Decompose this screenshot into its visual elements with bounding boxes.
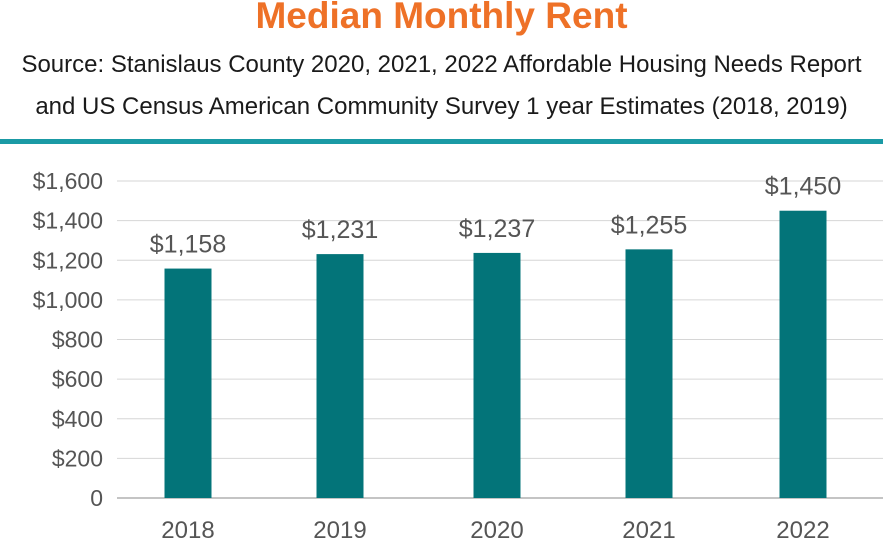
y-tick-label: $1,000 [33, 287, 103, 313]
y-tick-label: $800 [52, 327, 103, 353]
y-tick-label: $200 [52, 445, 103, 471]
y-tick-label: 0 [90, 485, 103, 511]
x-tick-label-2019: 2019 [313, 517, 366, 542]
bar-2022 [779, 210, 827, 498]
bar-2020 [473, 252, 521, 498]
y-tick-label: $1,600 [33, 168, 103, 194]
chart-subtitle: Source: Stanislaus County 2020, 2021, 20… [0, 44, 883, 128]
bar-2021 [625, 249, 673, 498]
y-tick-label: $1,200 [33, 247, 103, 273]
data-label-2019: $1,231 [302, 216, 378, 244]
bar-2018 [164, 268, 212, 498]
y-tick-label: $600 [52, 366, 103, 392]
header-divider [0, 139, 883, 144]
x-tick-label-2020: 2020 [470, 517, 523, 542]
bar-2019 [316, 254, 364, 498]
data-label-2020: $1,237 [459, 215, 535, 243]
subtitle-line-1: Source: Stanislaus County 2020, 2021, 20… [21, 51, 862, 78]
x-tick-label-2021: 2021 [622, 517, 675, 542]
y-tick-label: $1,400 [33, 208, 103, 234]
data-label-2022: $1,450 [765, 173, 841, 201]
data-label-2021: $1,255 [611, 211, 687, 239]
x-tick-label-2018: 2018 [161, 517, 214, 542]
chart-title: Median Monthly Rent [255, 0, 628, 36]
subtitle-line-2: and US Census American Community Survey … [35, 93, 848, 120]
data-label-2018: $1,158 [150, 231, 226, 259]
y-tick-label: $400 [52, 406, 103, 432]
x-tick-label-2022: 2022 [776, 517, 829, 542]
